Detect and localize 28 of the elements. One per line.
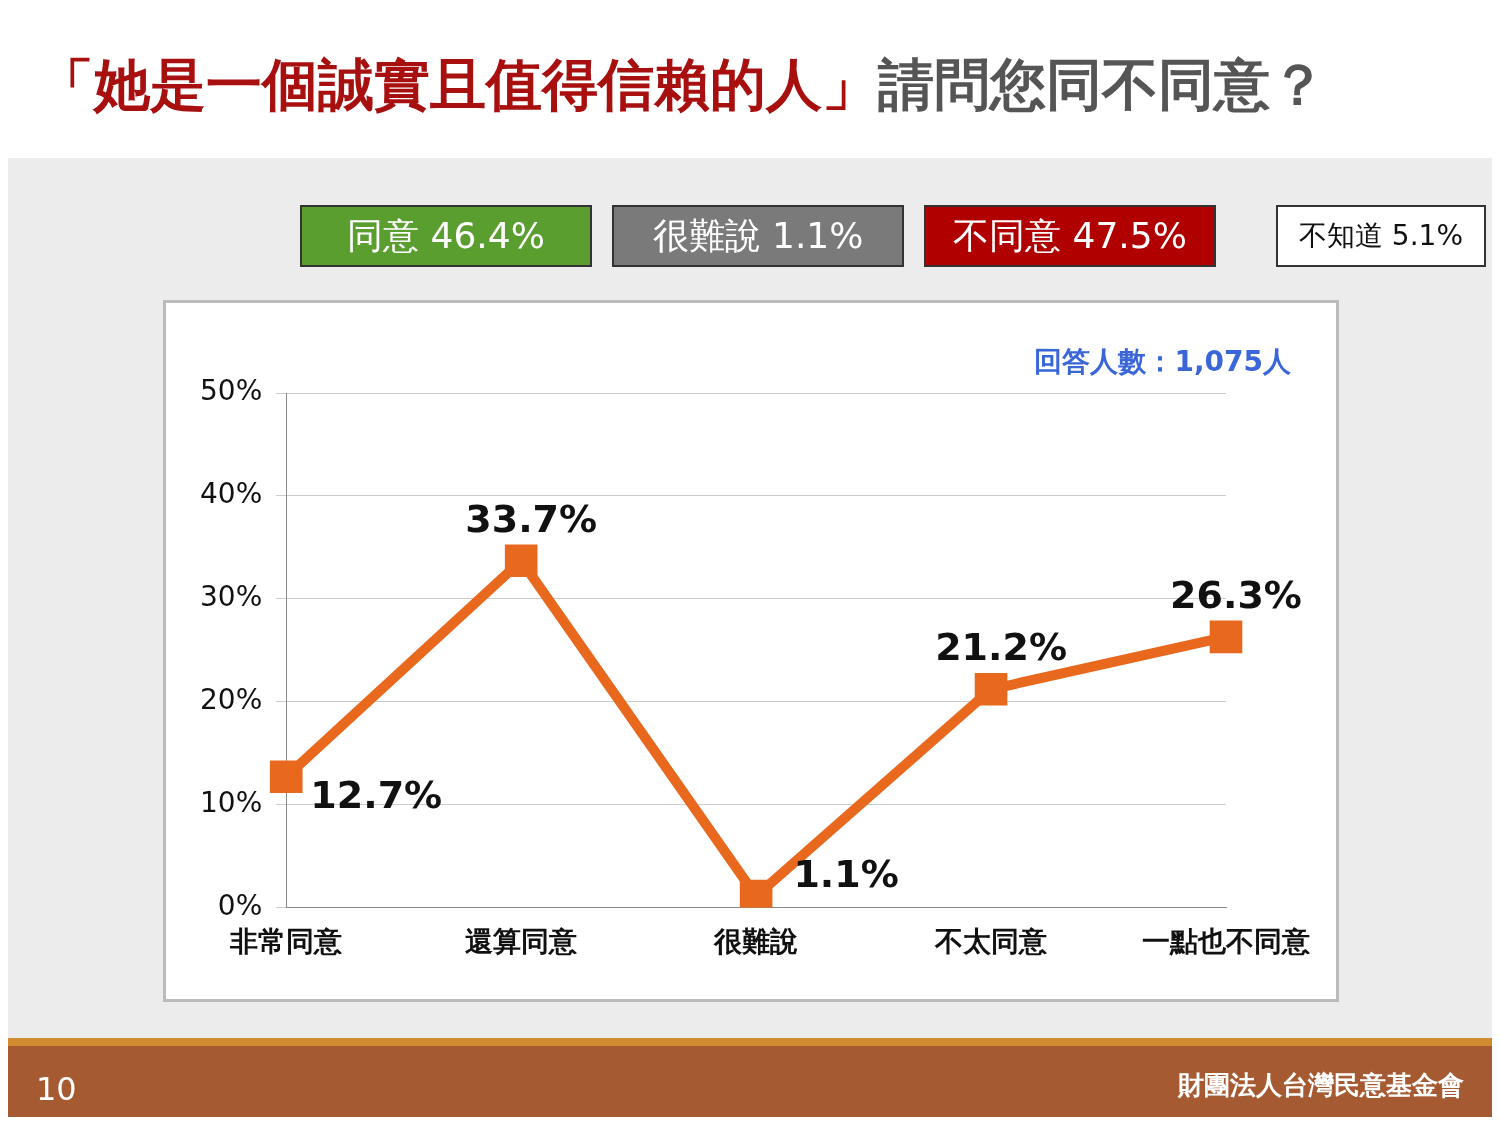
data-label: 26.3% (1170, 572, 1302, 617)
text: 10 (36, 1070, 77, 1108)
text: 回答人數：1,075人 (1034, 344, 1291, 380)
text: 同意 46.4% (300, 205, 592, 267)
point (269, 760, 303, 794)
data-label: 12.7% (310, 772, 443, 817)
x-tick-label: 還算同意 (465, 925, 579, 959)
data-label: 33.7% (465, 496, 598, 541)
y-tick-label: 30% (200, 580, 263, 614)
y-tick-label: 0% (217, 888, 263, 922)
y-tick-label: 10% (200, 785, 263, 819)
chart-title: 「她是一個誠實且值得信賴的人」請問您同不同意？ (38, 52, 1326, 117)
x-tick-label: 非常同意 (229, 925, 344, 959)
text: 不同意 47.5% (924, 205, 1216, 267)
text: 不知道 5.1% (1276, 205, 1486, 267)
y-tick-label: 50% (200, 374, 263, 408)
x-tick-label: 不太同意 (934, 925, 1049, 959)
text: 財團法人台灣民意基金會 (1178, 1069, 1464, 1102)
x-tick-label: 很難說 (713, 925, 799, 959)
x-tick-label: 一點也不同意 (1142, 925, 1311, 959)
data-label: 1.1% (793, 851, 899, 896)
y-tick-label: 40% (200, 477, 263, 511)
point (974, 672, 1008, 706)
text: 很難說 1.1% (612, 205, 904, 267)
point (1209, 620, 1243, 654)
point (504, 544, 538, 578)
y-tick-label: 20% (200, 682, 263, 716)
data-label: 21.2% (935, 625, 1067, 670)
